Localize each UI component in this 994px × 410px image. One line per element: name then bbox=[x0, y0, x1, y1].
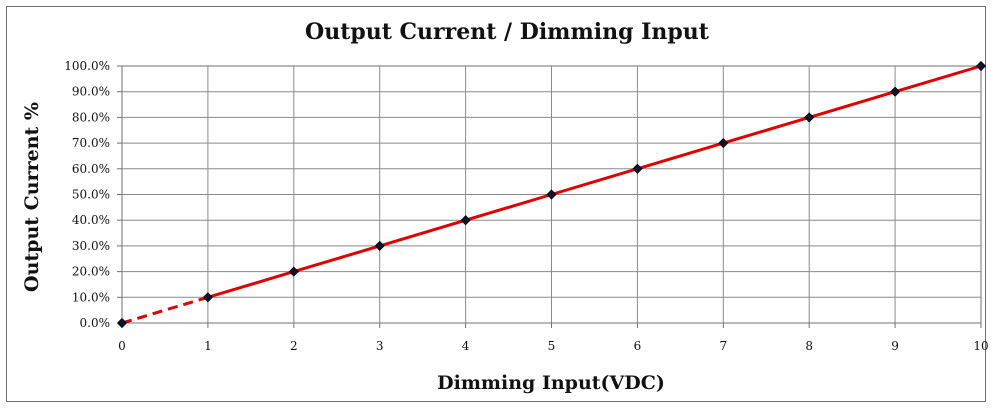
x-tick-label: 2 bbox=[290, 339, 298, 353]
data-point-marker bbox=[288, 266, 299, 277]
y-tick-label: 0.0% bbox=[80, 316, 111, 330]
data-point-marker bbox=[975, 60, 987, 72]
x-tick-label: 7 bbox=[719, 339, 727, 353]
data-point-marker bbox=[374, 240, 385, 251]
data-point-marker bbox=[546, 189, 557, 200]
y-tick-label: 70.0% bbox=[72, 136, 110, 150]
x-tick-label: 1 bbox=[204, 339, 212, 353]
data-point-marker bbox=[632, 163, 643, 174]
x-tick-label: 10 bbox=[973, 339, 988, 353]
data-point-marker bbox=[804, 112, 815, 123]
data-point-marker bbox=[890, 86, 901, 97]
y-axis-title: Output Current % bbox=[21, 102, 43, 292]
x-axis-title: Dimming Input(VDC) bbox=[437, 372, 665, 394]
series-layer bbox=[121, 64, 983, 325]
y-tick-label: 50.0% bbox=[72, 188, 110, 202]
x-tick-label: 3 bbox=[376, 339, 384, 353]
y-tick-labels: 0.0% 10.0% 20.0% 30.0% 40.0% 50.0% 60.0% 70.0% 8… bbox=[64, 59, 110, 330]
y-tick-label: 10.0% bbox=[72, 290, 110, 304]
data-point-marker bbox=[460, 215, 471, 226]
data-point-marker bbox=[116, 317, 128, 329]
y-tick-label: 90.0% bbox=[72, 85, 110, 99]
grid-layer bbox=[117, 65, 982, 328]
series-line-dashed-segment bbox=[121, 295, 209, 325]
marker-layer bbox=[116, 60, 987, 329]
x-tick-label: 4 bbox=[462, 339, 470, 353]
y-tick-label: 40.0% bbox=[72, 213, 110, 227]
data-point-marker bbox=[718, 138, 729, 149]
x-tick-labels: 0 1 2 3 4 5 6 7 8 9 10 bbox=[118, 339, 988, 353]
data-point-marker bbox=[202, 292, 213, 303]
x-tick-label: 6 bbox=[634, 339, 642, 353]
x-tick-label: 5 bbox=[548, 339, 556, 353]
x-tick-label: 8 bbox=[805, 339, 813, 353]
y-tick-label: 20.0% bbox=[72, 265, 110, 279]
series-line-solid bbox=[206, 64, 983, 299]
y-tick-label: 80.0% bbox=[72, 110, 110, 124]
y-tick-label: 100.0% bbox=[64, 59, 110, 73]
x-tick-label: 9 bbox=[891, 339, 899, 353]
chart-title: Output Current / Dimming Input bbox=[305, 19, 710, 45]
y-tick-label: 60.0% bbox=[72, 162, 110, 176]
y-tick-label: 30.0% bbox=[72, 239, 110, 253]
chart-frame bbox=[6, 6, 986, 402]
x-tick-label: 0 bbox=[118, 339, 126, 353]
